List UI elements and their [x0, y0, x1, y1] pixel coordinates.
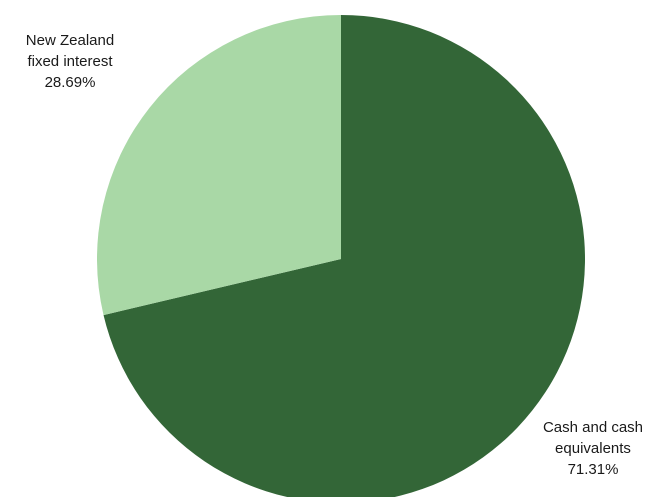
slice-label-line: New Zealand — [26, 32, 114, 49]
pie-slice-cash-and-cash-equivalents — [103, 15, 585, 497]
pie-slices — [97, 15, 585, 497]
slice-label-new-zealand-fixed-interest: New Zealand fixed interest 28.69% — [26, 32, 114, 91]
pie-slice-new-zealand-fixed-interest — [97, 15, 341, 316]
slice-label-cash-and-cash-equivalents: Cash and cash equivalents 71.31% — [543, 419, 643, 478]
slice-label-line: 71.31% — [568, 461, 619, 478]
slice-label-line: 28.69% — [45, 74, 96, 91]
slice-label-line: Cash and cash — [543, 419, 643, 436]
slice-label-line: equivalents — [555, 440, 631, 457]
slice-label-line: fixed interest — [27, 53, 113, 70]
pie-labels: Cash and cash equivalents 71.31% New Zealan… — [26, 32, 643, 478]
